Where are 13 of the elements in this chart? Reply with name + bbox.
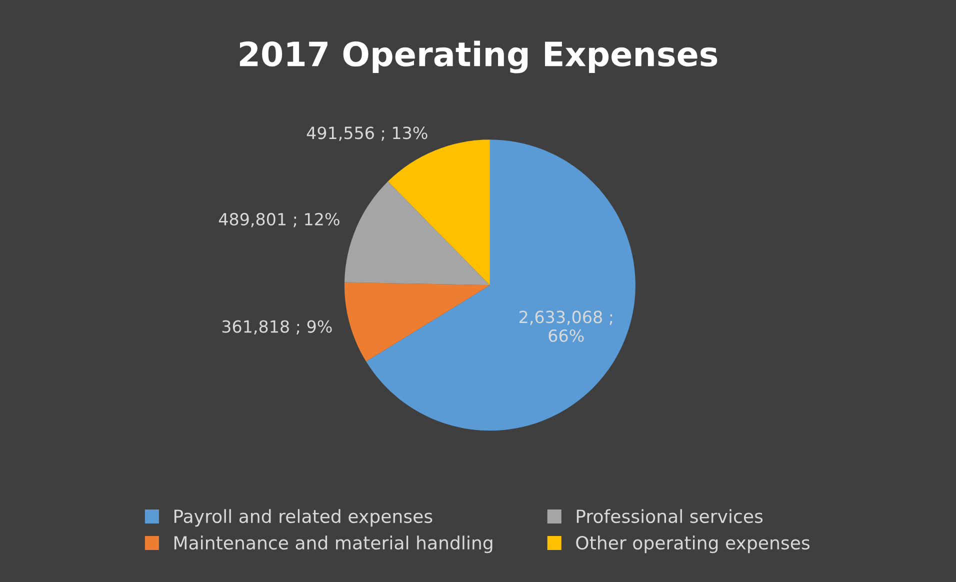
- data-label: 489,801 ; 12%: [218, 212, 340, 228]
- pie-slice: [366, 140, 636, 431]
- pie-slice: [388, 140, 490, 286]
- legend-label: Professional services: [576, 509, 763, 524]
- data-label: 2,633,068 ; 66%: [520, 310, 612, 342]
- chart-title: 2017 Operating Expenses: [240, 40, 718, 74]
- legend-label: Other operating expenses: [576, 536, 810, 554]
- pie-slice: [344, 282, 490, 362]
- legend-label: Maintenance and material handling: [174, 536, 492, 554]
- legend-label: Payroll and related expenses: [174, 509, 432, 527]
- data-label: 491,556 ; 13%: [306, 126, 428, 141]
- pie-slice: [344, 181, 490, 286]
- data-label: 361,818 ; 9%: [222, 320, 332, 335]
